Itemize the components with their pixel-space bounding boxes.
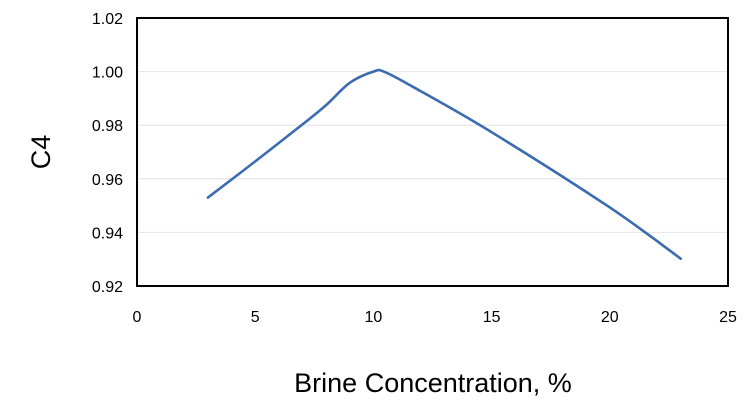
gridlines xyxy=(137,71,728,233)
x-tick-labels: 0 5 10 15 20 25 xyxy=(133,309,737,326)
y-tick-labels: 0.92 0.94 0.96 0.98 1.00 1.02 xyxy=(92,11,123,296)
x-tick-label: 5 xyxy=(251,309,260,326)
y-tick-label: 0.98 xyxy=(92,118,123,135)
y-tick-label: 0.92 xyxy=(92,279,123,296)
plot-area-frame xyxy=(136,17,729,287)
x-tick-label: 0 xyxy=(133,309,142,326)
y-tick-label: 1.00 xyxy=(92,65,123,82)
series-line xyxy=(206,68,683,260)
x-tick-label: 15 xyxy=(483,309,501,326)
x-tick-label: 25 xyxy=(719,309,737,326)
y-tick-label: 1.02 xyxy=(92,11,123,28)
y-axis-title: C4 xyxy=(26,135,56,170)
y-tick-label: 0.96 xyxy=(92,172,123,189)
y-tick-label: 0.94 xyxy=(92,225,123,242)
x-tick-label: 10 xyxy=(365,309,383,326)
x-axis-title: Brine Concentration, % xyxy=(294,368,572,398)
x-tick-label: 20 xyxy=(601,309,619,326)
